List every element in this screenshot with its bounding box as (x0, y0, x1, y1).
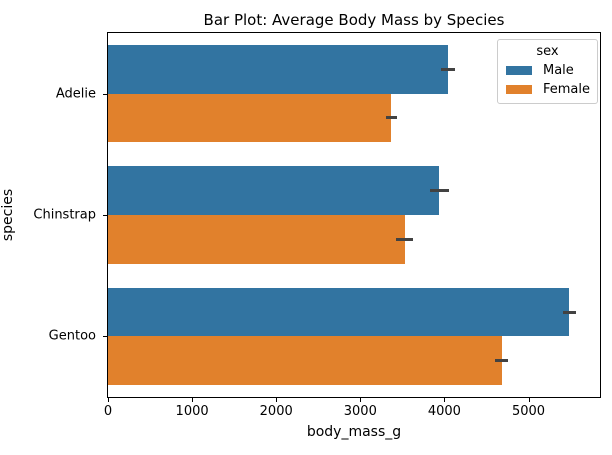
x-tick-label-3000: 3000 (343, 404, 377, 419)
y-tick-mark-chinstrap (103, 215, 107, 216)
y-tick-label-adelie: Adelie (55, 86, 96, 102)
errorbar-gentoo-male (562, 310, 577, 314)
y-tick-mark-gentoo (103, 336, 107, 338)
errorbar-chinstrap-male (430, 189, 449, 193)
x-tick-mark-0 (108, 398, 109, 402)
bar-adelie-female (108, 93, 392, 143)
bar-adelie-male (108, 45, 449, 94)
x-tick-mark-2000 (276, 398, 278, 402)
y-tick-label-gentoo: Gentoo (48, 328, 96, 344)
legend: sex Male Female (497, 39, 598, 104)
male-swatch-icon (506, 66, 532, 75)
legend-label-female: Female (543, 82, 591, 97)
x-tick-label-4000: 4000 (427, 404, 461, 419)
chart-title: Bar Plot: Average Body Mass by Species (203, 11, 505, 29)
x-axis: 0 1000 2000 3000 4000 5000 (103, 398, 601, 422)
legend-entry-female: Female (506, 82, 591, 97)
bar-chinstrap-male (108, 166, 440, 215)
y-axis-title: species (0, 188, 16, 242)
female-swatch-icon (506, 85, 532, 94)
errorbar-gentoo-female (495, 359, 508, 363)
x-tick-label-5000: 5000 (511, 404, 546, 419)
y-tick-label-chinstrap: Chinstrap (33, 207, 96, 223)
bar-gentoo-male (108, 287, 570, 337)
plot-area: sex Male Female (107, 32, 601, 398)
x-tick-label-0: 0 (103, 404, 113, 419)
x-tick-mark-3000 (360, 398, 362, 402)
legend-title: sex (536, 44, 559, 59)
x-tick-mark-1000 (192, 398, 194, 402)
errorbar-adelie-male (441, 67, 455, 71)
bar-chinstrap-female (108, 215, 405, 264)
errorbar-adelie-female (386, 116, 397, 120)
x-axis-title: body_mass_g (306, 424, 402, 440)
legend-entry-male: Male (506, 63, 589, 78)
x-tick-label-2000: 2000 (259, 404, 293, 419)
x-tick-label-1000: 1000 (175, 404, 209, 419)
x-tick-mark-5000 (528, 398, 530, 402)
bar-gentoo-female (108, 336, 502, 385)
errorbar-chinstrap-female (396, 237, 413, 241)
y-tick-mark-adelie (103, 93, 107, 95)
y-axis: Adelie Chinstrap Gentoo (0, 32, 107, 398)
legend-label-male: Male (543, 63, 574, 78)
x-tick-mark-4000 (444, 398, 446, 402)
